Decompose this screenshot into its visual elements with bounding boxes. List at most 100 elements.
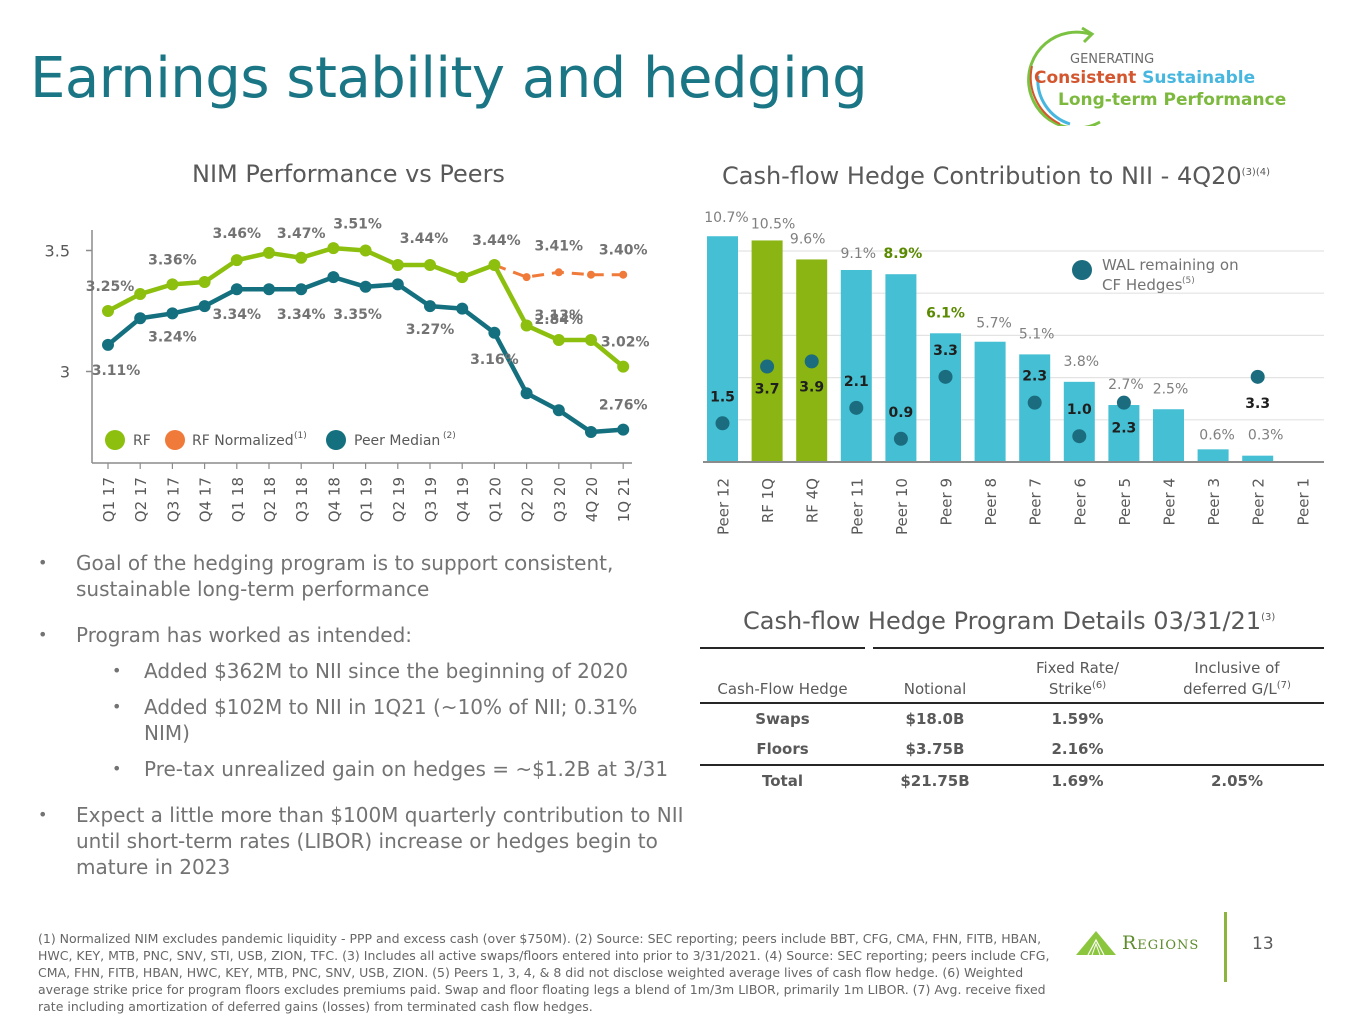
- bar: [840, 269, 872, 462]
- data-label: 3.35%: [333, 307, 382, 323]
- cell-inclusive: [1150, 734, 1324, 765]
- bar-label: 10.7%: [704, 210, 748, 226]
- x-tick-label: Q4 18: [325, 477, 343, 522]
- data-point: [198, 300, 211, 313]
- data-label: 3.25%: [86, 279, 135, 295]
- data-label: 3.34%: [277, 307, 326, 323]
- data-label: 3.46%: [213, 226, 262, 242]
- legend-peer-marker: [326, 430, 346, 450]
- data-point: [359, 244, 372, 257]
- data-point: [456, 271, 469, 284]
- cell-rate: 2.16%: [1051, 740, 1104, 758]
- data-point: [424, 300, 436, 313]
- header-cash-flow-hedge: Cash-Flow Hedge: [717, 680, 848, 698]
- cell-notional: $3.75B: [905, 740, 965, 758]
- y-tick-label: 3.5: [45, 242, 70, 261]
- legend-peer-label: Peer Median: [354, 433, 440, 449]
- x-tick-label: Peer 9: [938, 478, 956, 525]
- header-inclusive: Inclusive of deferred G/L(7): [1150, 660, 1324, 703]
- data-label: 3.41%: [535, 238, 584, 254]
- legend-peer-note: (2): [443, 431, 456, 441]
- hedge-chart-title-note: (3)(4): [1241, 167, 1271, 178]
- x-tick-label: Q1 18: [229, 477, 247, 522]
- circular-arrow-icon: [1027, 26, 1101, 126]
- cell-notional: $18.0B: [905, 710, 965, 728]
- wal-label: 2.3: [1111, 421, 1136, 437]
- data-point: [327, 242, 340, 255]
- legend-rf-normalized-note: (1): [294, 431, 307, 441]
- cell-name: Floors: [756, 740, 809, 758]
- data-point: [585, 334, 597, 347]
- regions-logo: Regions: [1076, 928, 1199, 958]
- data-point: [456, 302, 469, 315]
- details-table-title: Cash-flow Hedge Program Details 03/31/21…: [743, 607, 1275, 635]
- footer-divider: [1224, 912, 1227, 982]
- data-point: [488, 326, 501, 339]
- x-tick-label: Peer 1: [1294, 478, 1312, 525]
- x-tick-label: Q3 19: [422, 477, 440, 522]
- bar: [885, 274, 917, 462]
- x-tick-label: Peer 4: [1161, 478, 1179, 525]
- x-tick-label: Q4 19: [454, 477, 472, 522]
- wal-dot: [849, 400, 864, 415]
- data-label: 2.84%: [535, 312, 584, 328]
- data-label: 3.13%: [535, 308, 584, 324]
- data-point: [619, 270, 628, 279]
- bar-label: 5.7%: [976, 316, 1012, 332]
- bar-label: 0.3%: [1248, 428, 1284, 444]
- wal-label: 1.0: [1067, 402, 1092, 418]
- wal-label: 2.3: [1022, 369, 1047, 385]
- wal-dot: [893, 431, 908, 446]
- wal-label: 3.9: [799, 379, 824, 395]
- cell-name: Swaps: [755, 710, 810, 728]
- legend-rf-marker: [105, 430, 125, 450]
- x-tick-label: Q4 17: [197, 477, 215, 522]
- bar-label: 2.7%: [1108, 377, 1144, 393]
- bar-label: 8.9%: [883, 246, 922, 262]
- bar-label: 10.5%: [751, 216, 795, 232]
- data-point: [359, 280, 372, 293]
- tagline-consistent: Consistent: [1034, 68, 1137, 88]
- hedge-chart-title: Cash-flow Hedge Contribution to NII - 4Q…: [722, 162, 1270, 190]
- data-label: 3.24%: [148, 329, 197, 345]
- cell-name: Total: [762, 772, 803, 790]
- bar-label: 9.6%: [790, 231, 826, 247]
- wal-label: 3.3: [1245, 396, 1270, 412]
- x-tick-label: Peer 8: [982, 478, 1000, 525]
- series-line-peer-median: [106, 274, 624, 435]
- bullet-expect: Expect a little more than $100M quarterl…: [36, 802, 686, 880]
- data-point: [488, 259, 501, 272]
- legend-rf-normalized-label: RF Normalized: [192, 433, 294, 449]
- table-row: Floors $3.75B 2.16%: [700, 734, 1324, 765]
- tagline-generating: GENERATING: [1070, 52, 1155, 67]
- bar: [1197, 449, 1229, 462]
- bullet-goal: Goal of the hedging program is to suppor…: [36, 550, 686, 602]
- tagline-line2: Consistent Sustainable: [1034, 68, 1255, 88]
- data-point: [134, 288, 147, 301]
- hedge-bar-chart: 10.7% 1.5 Peer 12 10.5% 3.7 RF 1Q 9.6% 3.9 RF 4Q…: [703, 210, 1324, 535]
- data-point: [391, 278, 404, 291]
- data-label: 3.16%: [470, 352, 519, 368]
- x-tick-label: Peer 3: [1205, 478, 1223, 525]
- wal-dot: [760, 359, 775, 374]
- data-point: [617, 423, 630, 436]
- bar: [930, 333, 961, 462]
- table-row: Swaps $18.0B 1.59%: [700, 703, 1324, 734]
- data-point: [587, 270, 595, 279]
- x-tick-label: Peer 7: [1027, 478, 1045, 525]
- wal-label: 0.9: [888, 405, 913, 421]
- x-tick-label: Peer 10: [893, 478, 911, 535]
- legend-wal-label-line1: WAL remaining on: [1102, 256, 1239, 274]
- x-tick-label: Peer 5: [1116, 478, 1134, 525]
- data-label: 3.27%: [406, 322, 455, 338]
- wal-label: 3.7: [755, 382, 780, 398]
- bar-label: 3.8%: [1064, 354, 1100, 370]
- cell-rate: 1.59%: [1051, 710, 1104, 728]
- data-point: [102, 338, 114, 351]
- header-fixed-rate-line1: Fixed Rate/: [1035, 659, 1120, 677]
- legend-wal-marker: [1072, 260, 1092, 280]
- data-point: [166, 278, 179, 291]
- data-point: [198, 275, 211, 288]
- x-tick-label: Peer 11: [848, 478, 866, 535]
- header-inclusive-line1: Inclusive of: [1194, 659, 1280, 677]
